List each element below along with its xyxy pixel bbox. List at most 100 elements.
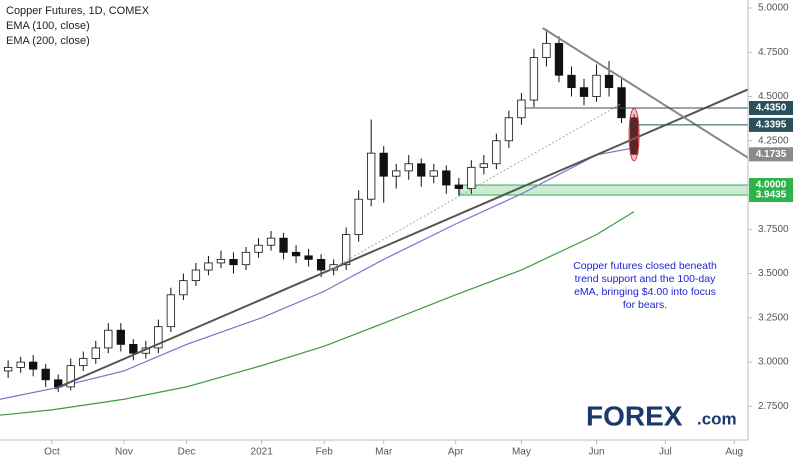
annotation: for bears. [623,299,667,311]
candle-body [41,368,50,381]
candle [392,163,401,189]
candle [104,323,113,354]
candle-body [129,343,138,354]
candle-body [204,262,213,271]
candle [91,340,100,364]
candle-body [379,152,388,177]
candle [504,110,514,148]
y-tick-label: 3.5000 [758,268,789,279]
candle-body [367,152,376,200]
candle-body [29,361,38,370]
candle-body [517,99,526,119]
candle-body [16,361,25,368]
candle [442,165,451,194]
price-label: 4.4350 [756,103,787,114]
ema-line [0,147,635,400]
candle [579,78,589,106]
candle-body [304,255,313,260]
price-label: 4.0000 [756,180,787,191]
candle-body [479,163,489,168]
candle-body [104,329,113,349]
candle [604,61,614,97]
y-tick-label: 4.5000 [758,91,789,102]
candle-body [417,163,426,177]
annotation: eMA, bringing $4.00 into focus [574,286,716,298]
candle [116,323,125,352]
candle-body [604,74,614,89]
candle [29,355,38,377]
candle [567,66,576,97]
y-tick-label: 2.7500 [758,401,789,412]
y-tick-label: 3.2500 [758,312,789,323]
price-label: 4.1735 [756,149,787,160]
candle [179,273,188,301]
y-tick-label: 4.7500 [758,47,789,58]
candle [492,133,501,170]
plot-area [0,27,749,416]
candle [154,319,163,354]
indicator-label: EMA (100, close) [6,20,90,32]
candle [3,360,13,379]
logo-suffix: .com [697,409,737,428]
candle [517,92,526,125]
candle-body [266,237,276,246]
candle-body [91,347,100,359]
candle-body [454,184,463,189]
ema-line [0,211,635,416]
candle [166,287,176,332]
logo-brand: FOREX [586,400,683,431]
y-tick-label: 4.2500 [758,135,789,146]
candle-body [3,367,13,372]
candle [266,231,276,251]
x-tick-label: Mar [375,447,393,458]
candle [479,154,489,175]
candle [554,36,564,83]
candle-body [429,170,438,177]
x-tick-label: Aug [725,447,743,458]
candle-body [341,234,351,266]
candle-body [567,74,576,89]
candle [291,245,301,263]
x-tick-label: Nov [115,447,133,458]
x-tick-label: Apr [448,447,464,458]
annotation: trend support and the 100-day [575,273,716,285]
y-tick-label: 3.0000 [758,357,789,368]
candle-body [579,87,589,97]
price-label: 4.3395 [756,120,787,131]
candle-body [154,326,163,349]
candle [216,250,226,269]
candle-body [166,294,176,328]
candle-body [492,140,501,165]
price-label-box [749,188,793,203]
candle-body [216,258,226,264]
candle-body [529,57,539,101]
candle [467,160,476,194]
candle-body [279,237,288,253]
candle [367,119,376,207]
candle-body [241,251,251,266]
candle-body [191,269,201,282]
candle-body [404,163,413,172]
candle [191,262,201,286]
x-tick-label: Jun [588,447,604,458]
highlight [628,107,640,162]
candle [229,252,238,274]
x-tick-label: Feb [316,447,334,458]
price-label-box [749,147,793,162]
candle [66,358,75,391]
x-tick-label: 2021 [251,447,274,458]
price-label-box [749,101,793,116]
candle-body [179,280,188,296]
candle-body [254,244,263,253]
candle-body [442,170,451,186]
candle [529,48,539,108]
indicator-label: EMA (200, close) [6,35,90,47]
candle-body [291,251,301,257]
candle-body [617,87,626,119]
candle [16,356,25,373]
candle-body [354,198,363,236]
candle-body [229,258,238,266]
chart-title: Copper Futures, 1D, COMEX [6,5,150,17]
candle [417,158,426,187]
